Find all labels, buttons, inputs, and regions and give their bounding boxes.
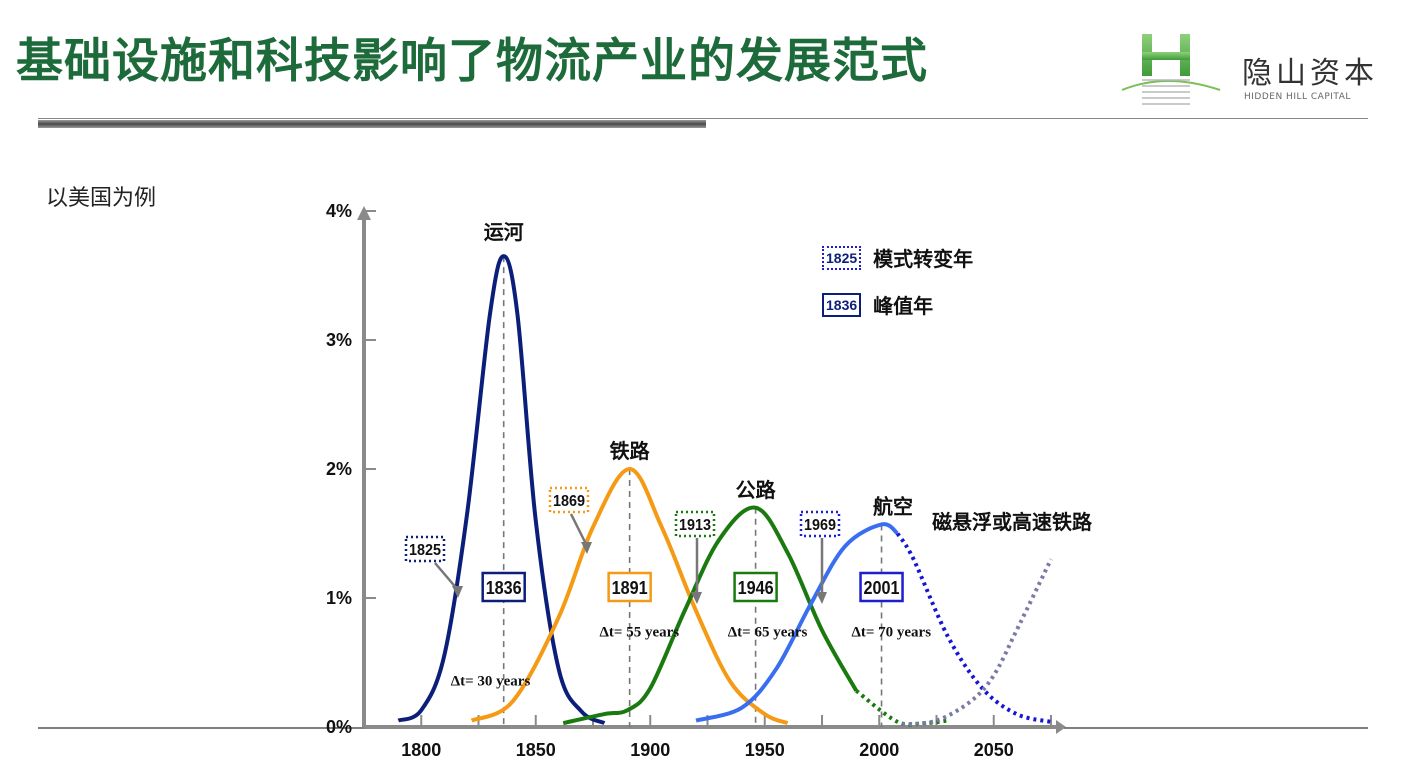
- x-tick-label: 2050: [974, 740, 1014, 760]
- series-label: 公路: [736, 478, 777, 502]
- peak-year-box: [607, 571, 652, 603]
- legend-transition-box: 1825: [822, 245, 862, 270]
- interval-label: Δt= 70 years: [851, 624, 931, 640]
- peak-year-box: [859, 571, 904, 603]
- x-axis-arrow: [1056, 720, 1066, 734]
- legend-transition-label: 模式转变年: [873, 247, 974, 271]
- page-title: 基础设施和科技影响了物流产业的发展范式: [16, 34, 928, 89]
- x-tick-label: 1800: [401, 740, 441, 760]
- transition-year-box: [674, 510, 716, 538]
- transition-year-box: [799, 510, 841, 538]
- x-tick-label: 1850: [516, 740, 556, 760]
- peak-year-label: 1891: [612, 578, 648, 598]
- header-accent-bar: [38, 120, 706, 128]
- legend-transition: 1825 模式转变年: [822, 243, 973, 272]
- peak-year-box: [481, 571, 526, 603]
- y-tick-label: 0%: [326, 717, 352, 737]
- peak-year-label: 1836: [486, 578, 522, 598]
- logo-name-en: HIDDEN HILL CAPITAL: [1244, 92, 1351, 102]
- transition-arrow-head: [581, 542, 592, 554]
- interval-label: Δt= 30 years: [451, 673, 531, 689]
- canal-curve: [397, 254, 606, 725]
- header-divider: [38, 118, 1368, 119]
- interval-label: Δt= 65 years: [728, 624, 808, 640]
- x-tick-label: 2000: [859, 740, 899, 760]
- transition-arrow: [569, 513, 589, 547]
- series-label: 铁路: [610, 439, 651, 463]
- legend-peak: 1836 峰值年: [822, 290, 933, 319]
- transition-arrow-head: [691, 592, 702, 604]
- peak-year-label: 2001: [864, 578, 900, 598]
- peak-year-label: 1946: [738, 578, 774, 598]
- x-tick-label: 1950: [745, 740, 785, 760]
- logo-h-icon: [1121, 34, 1221, 105]
- series-label: 磁悬浮或高速铁路: [932, 510, 1093, 534]
- transition-arrow-head: [452, 586, 463, 598]
- logo-name: 隐山资本: [1242, 56, 1378, 91]
- transition-year-box: [404, 535, 446, 563]
- x-tick-label: 1900: [630, 740, 670, 760]
- aviation-curve-projection: [895, 532, 1052, 724]
- transition-year-label: 1969: [804, 517, 836, 534]
- transition-year-box: [548, 486, 590, 514]
- transition-arrow: [434, 562, 459, 591]
- legend-peak-label: 峰值年: [873, 294, 934, 318]
- series-label: 航空: [873, 495, 913, 519]
- transition-year-label: 1869: [553, 493, 585, 510]
- highway-curve: [562, 505, 859, 726]
- highway-curve-projection: [855, 689, 949, 727]
- transition-year-label: 1825: [409, 542, 441, 559]
- y-axis-arrow: [357, 206, 371, 220]
- legend-peak-box: 1836: [822, 292, 862, 317]
- transition-arrow-head: [816, 592, 827, 604]
- y-tick-label: 3%: [326, 330, 352, 350]
- y-tick-label: 1%: [326, 588, 352, 608]
- series-label: 运河: [484, 220, 524, 244]
- transition-year-label: 1913: [679, 517, 711, 534]
- aviation-curve: [695, 522, 899, 723]
- y-tick-label: 2%: [326, 459, 352, 479]
- railway-curve: [470, 466, 789, 726]
- y-tick-label: 4%: [326, 201, 352, 221]
- maglev-curve: [901, 558, 1053, 727]
- peak-year-box: [733, 571, 778, 603]
- interval-label: Δt= 55 years: [600, 624, 680, 640]
- subtitle: 以美国为例: [46, 186, 157, 211]
